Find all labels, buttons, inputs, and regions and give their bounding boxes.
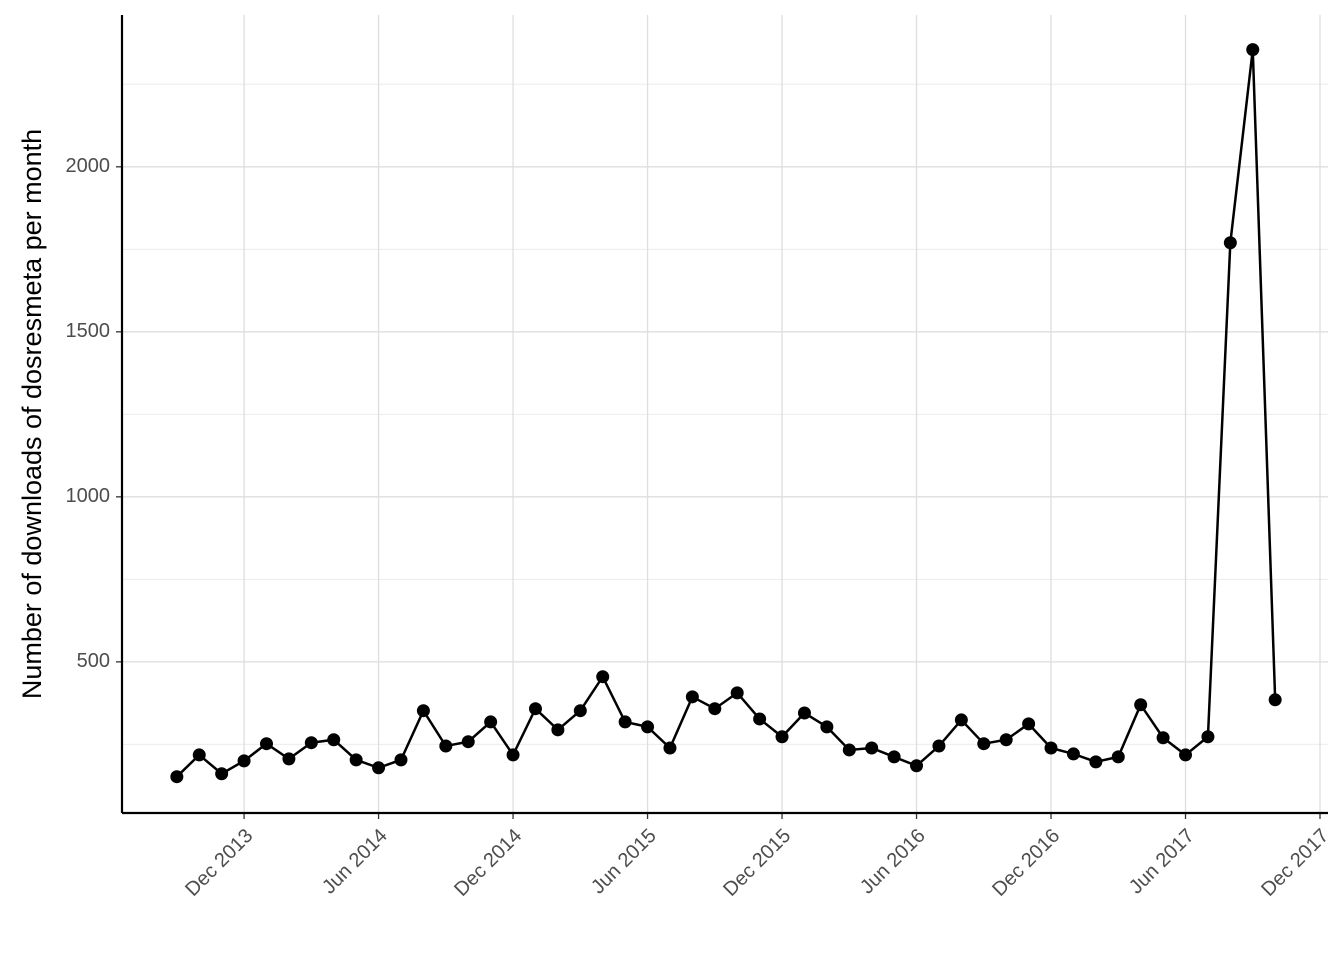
data-point [1268, 693, 1282, 707]
data-point [237, 754, 251, 768]
data-point [215, 767, 229, 781]
data-point [618, 715, 632, 729]
data-point [887, 750, 901, 764]
data-point [730, 686, 744, 700]
data-point [977, 737, 991, 751]
data-point [1066, 747, 1080, 761]
y-tick-label: 500 [77, 650, 110, 672]
x-tick-label: Jun 2014 [318, 825, 392, 899]
data-point [506, 748, 520, 762]
data-line [175, 49, 1277, 778]
data-point [259, 737, 273, 751]
data-point [551, 723, 565, 737]
x-tick-label: Dec 2016 [988, 825, 1064, 901]
data-point [484, 715, 498, 729]
data-point [910, 759, 924, 773]
x-tick-label: Jun 2015 [587, 825, 661, 899]
data-point [641, 720, 655, 734]
data-point [372, 761, 386, 775]
data-point [685, 690, 699, 704]
data-point [1111, 750, 1125, 764]
data-point [1022, 717, 1036, 731]
data-point [416, 704, 430, 718]
data-point [192, 748, 206, 762]
x-tick-label: Dec 2017 [1257, 825, 1333, 901]
x-tick-label: Jun 2016 [856, 825, 930, 899]
data-point [461, 735, 475, 749]
y-tick-label: 1500 [66, 320, 111, 342]
data-point [394, 753, 408, 767]
x-tick-label: Jun 2017 [1125, 825, 1199, 899]
data-point [1089, 755, 1103, 769]
data-point [439, 739, 453, 753]
data-point [528, 702, 542, 716]
data-point [954, 713, 968, 727]
data-point [865, 741, 879, 755]
data-point [775, 730, 789, 744]
data-point [753, 712, 767, 726]
y-tick-label: 2000 [66, 155, 111, 177]
data-point [1201, 730, 1215, 744]
data-point [708, 702, 722, 716]
data-point [1246, 43, 1260, 57]
data-point [1223, 236, 1237, 250]
data-point [1134, 698, 1148, 712]
data-point [663, 741, 677, 755]
x-tick-label: Dec 2015 [719, 825, 795, 901]
data-point [842, 743, 856, 757]
data-point [327, 733, 341, 747]
data-point [1179, 748, 1193, 762]
y-tick-label: 1000 [66, 485, 111, 507]
data-point [1156, 731, 1170, 745]
data-point [1044, 741, 1058, 755]
x-tick-label: Dec 2013 [181, 825, 257, 901]
x-tick-label: Dec 2014 [450, 825, 526, 901]
data-point [304, 736, 318, 750]
data-point [170, 770, 184, 784]
data-point [820, 720, 834, 734]
data-point [282, 752, 296, 766]
data-point [596, 670, 610, 684]
data-point [573, 704, 587, 718]
data-point [349, 753, 363, 767]
data-point [797, 706, 811, 720]
data-point [999, 733, 1013, 747]
y-axis-label: Number of downloads of dosresmeta per mo… [17, 129, 47, 699]
data-point [932, 739, 946, 753]
